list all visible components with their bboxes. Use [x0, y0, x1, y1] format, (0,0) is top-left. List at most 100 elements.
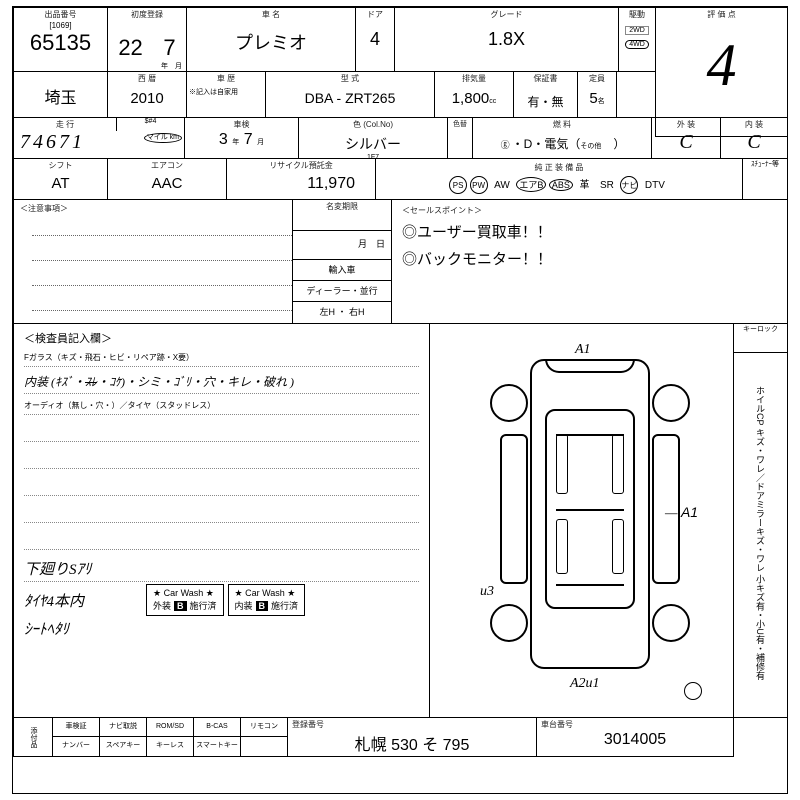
fuel-label: 燃 料: [473, 118, 651, 131]
int-cell: 内 装 C: [720, 117, 788, 159]
month-label: 月: [358, 239, 367, 249]
ext-cell: 外 装 C: [651, 117, 721, 159]
f-g5: リモコン: [240, 717, 288, 737]
ac-cell: エアコン AAC: [107, 158, 227, 200]
cc-label: 排気量: [435, 72, 513, 85]
recycle-label: リサイクル預託金: [227, 159, 375, 172]
circle-mark: [684, 682, 702, 700]
ext-grade: C: [652, 131, 720, 154]
seats: 5: [589, 90, 597, 107]
warranty: 有・無: [514, 85, 577, 110]
diagram-cell: A1 — A1 u3 A2u1: [429, 323, 734, 718]
eq-dtv: DTV: [645, 180, 665, 191]
side-notes: ホイルCP キズ・ワレ／ドアミラーキズ・ワレ 小キズ有・小U有・補修有: [754, 363, 767, 703]
mark-u3: u3: [480, 584, 494, 600]
eq-leather: 革: [579, 180, 589, 191]
drive-cell: 駆動 2WD 4WD: [618, 7, 656, 72]
mark-a1-top: A1: [575, 342, 591, 358]
eval-score: 4: [656, 21, 787, 100]
recolor-label: 色替: [448, 118, 472, 130]
recycle: 11,970: [227, 172, 375, 193]
km-label: 走 行: [14, 118, 116, 131]
drive-4wd: 4WD: [625, 40, 649, 49]
equip-cell: 純 正 装 備 品 PS PW AW エアB ABS 革 SR ナビ DTV: [375, 158, 743, 200]
import-cell: 輸入車: [292, 259, 392, 281]
cc-cell: 排気量 1,800cc: [434, 71, 514, 118]
lot-number: 65135: [14, 30, 107, 56]
seat-label: 定員: [578, 72, 616, 85]
hand-note3: ｼｰﾄﾍﾀﾘ: [24, 618, 419, 639]
int-grade: C: [721, 131, 787, 154]
door-rr: [612, 519, 624, 574]
inspection-line3: オーディオ（無し・穴・）／タイヤ（スタッドレス）: [24, 394, 419, 411]
inspect-cell: 車検 3 年 7 月: [184, 117, 299, 159]
sales-cell: ＜セールスポイント＞ ◎ユーザー買取車！！ ◎バックモニター！！: [391, 199, 788, 324]
car-label: 車 名: [187, 8, 355, 21]
region: 埼玉: [14, 72, 107, 108]
serial-cell: 車台番号 3014005: [536, 717, 734, 757]
grade: 1.8X: [395, 21, 618, 50]
car-seat-line3: [556, 584, 624, 586]
drive-2wd: 2WD: [625, 26, 649, 35]
int-label: 内 装: [721, 118, 787, 131]
eq-sr: SR: [600, 180, 614, 191]
blank1: [616, 71, 656, 118]
seat-cell: 定員 5名: [577, 71, 617, 118]
inspection-cell: ＜検査員記入欄＞ Fガラス（キズ・飛石・ヒビ・リペア跡・X要） 内装 (ｷｽﾞ・…: [13, 323, 430, 718]
side-notes-cell: ホイルCP キズ・ワレ／ドアミラーキズ・ワレ 小キズ有・小U有・補修有: [733, 352, 788, 718]
model-label: 型 式: [266, 72, 434, 85]
history-label: 車 歴: [187, 72, 265, 85]
namechange-label: 名変期限: [293, 200, 391, 213]
notes-cell: ＜注意事項＞: [13, 199, 293, 324]
cc-unit: cc: [489, 98, 496, 105]
mirror-l: [500, 434, 528, 584]
year-cell: 西 暦 2010: [107, 71, 187, 118]
dealer-cell: ディーラー・並行: [292, 280, 392, 302]
sales-point-2: ◎バックモニター！！: [402, 242, 777, 269]
model: ZRT265: [345, 90, 395, 106]
door-fl: [556, 434, 568, 494]
doors-label: ドア: [356, 8, 394, 21]
inspection-line1: Fガラス（キズ・飛石・ヒビ・リペア跡・X要）: [24, 346, 419, 363]
serial-label: 車台番号: [537, 718, 733, 731]
grade-label: グレード: [395, 8, 618, 21]
color: シルバー: [299, 131, 447, 154]
seat-unit: 名: [598, 98, 605, 105]
car-name-cell: 車 名 プレミオ: [186, 7, 356, 72]
eq-airbag: エアB: [516, 177, 546, 192]
extra-label: ｽﾁｭｰﾅｰ等: [743, 159, 787, 169]
recolor-cell: 色替: [447, 117, 473, 159]
lot-label: 出品番号: [14, 8, 107, 21]
km: 74671: [14, 131, 85, 154]
color-label: 色 (Col.No): [299, 118, 447, 131]
f-h4: スマートキー: [193, 736, 241, 757]
hand-note1: 下廻りSｱﾘ: [24, 550, 419, 579]
cc: 1,800: [452, 90, 490, 107]
drive-label: 駆動: [619, 8, 655, 21]
year: 2010: [108, 85, 186, 107]
color-cell: 色 (Col.No) シルバー 1F7: [298, 117, 448, 159]
inspection-title: ＜検査員記入欄＞: [24, 330, 419, 346]
f-g1: 車検証: [52, 717, 100, 737]
wheel-fr: [652, 384, 690, 422]
serial: 3014005: [537, 731, 733, 749]
f-h2: スペアキー: [99, 736, 147, 757]
reg-month: 7: [163, 35, 175, 61]
ext-label: 外 装: [652, 118, 720, 131]
car-seat-line2: [556, 509, 624, 511]
door-rl: [556, 519, 568, 574]
keylock-cell: キーロック: [733, 323, 788, 353]
year-label: 西 暦: [108, 72, 186, 85]
ac: AAC: [108, 172, 226, 192]
sales-point-1: ◎ユーザー買取車！！: [402, 217, 777, 242]
f-blank: [240, 736, 288, 757]
reg-number-label: 登録番号: [288, 718, 536, 731]
eval-label: 評 価 点: [656, 8, 787, 21]
fuel-note: その他: [580, 143, 601, 150]
fuel-cell: 燃 料 ⓖ・D・電気（その他 ）: [472, 117, 652, 159]
reg-label: 初度登録: [108, 8, 186, 21]
import-label: 輸入車: [328, 265, 355, 275]
sales-label: ＜セールスポイント＞: [402, 204, 777, 217]
mark-a1-side: A1: [681, 504, 698, 520]
inspect-m: 7: [244, 131, 253, 148]
